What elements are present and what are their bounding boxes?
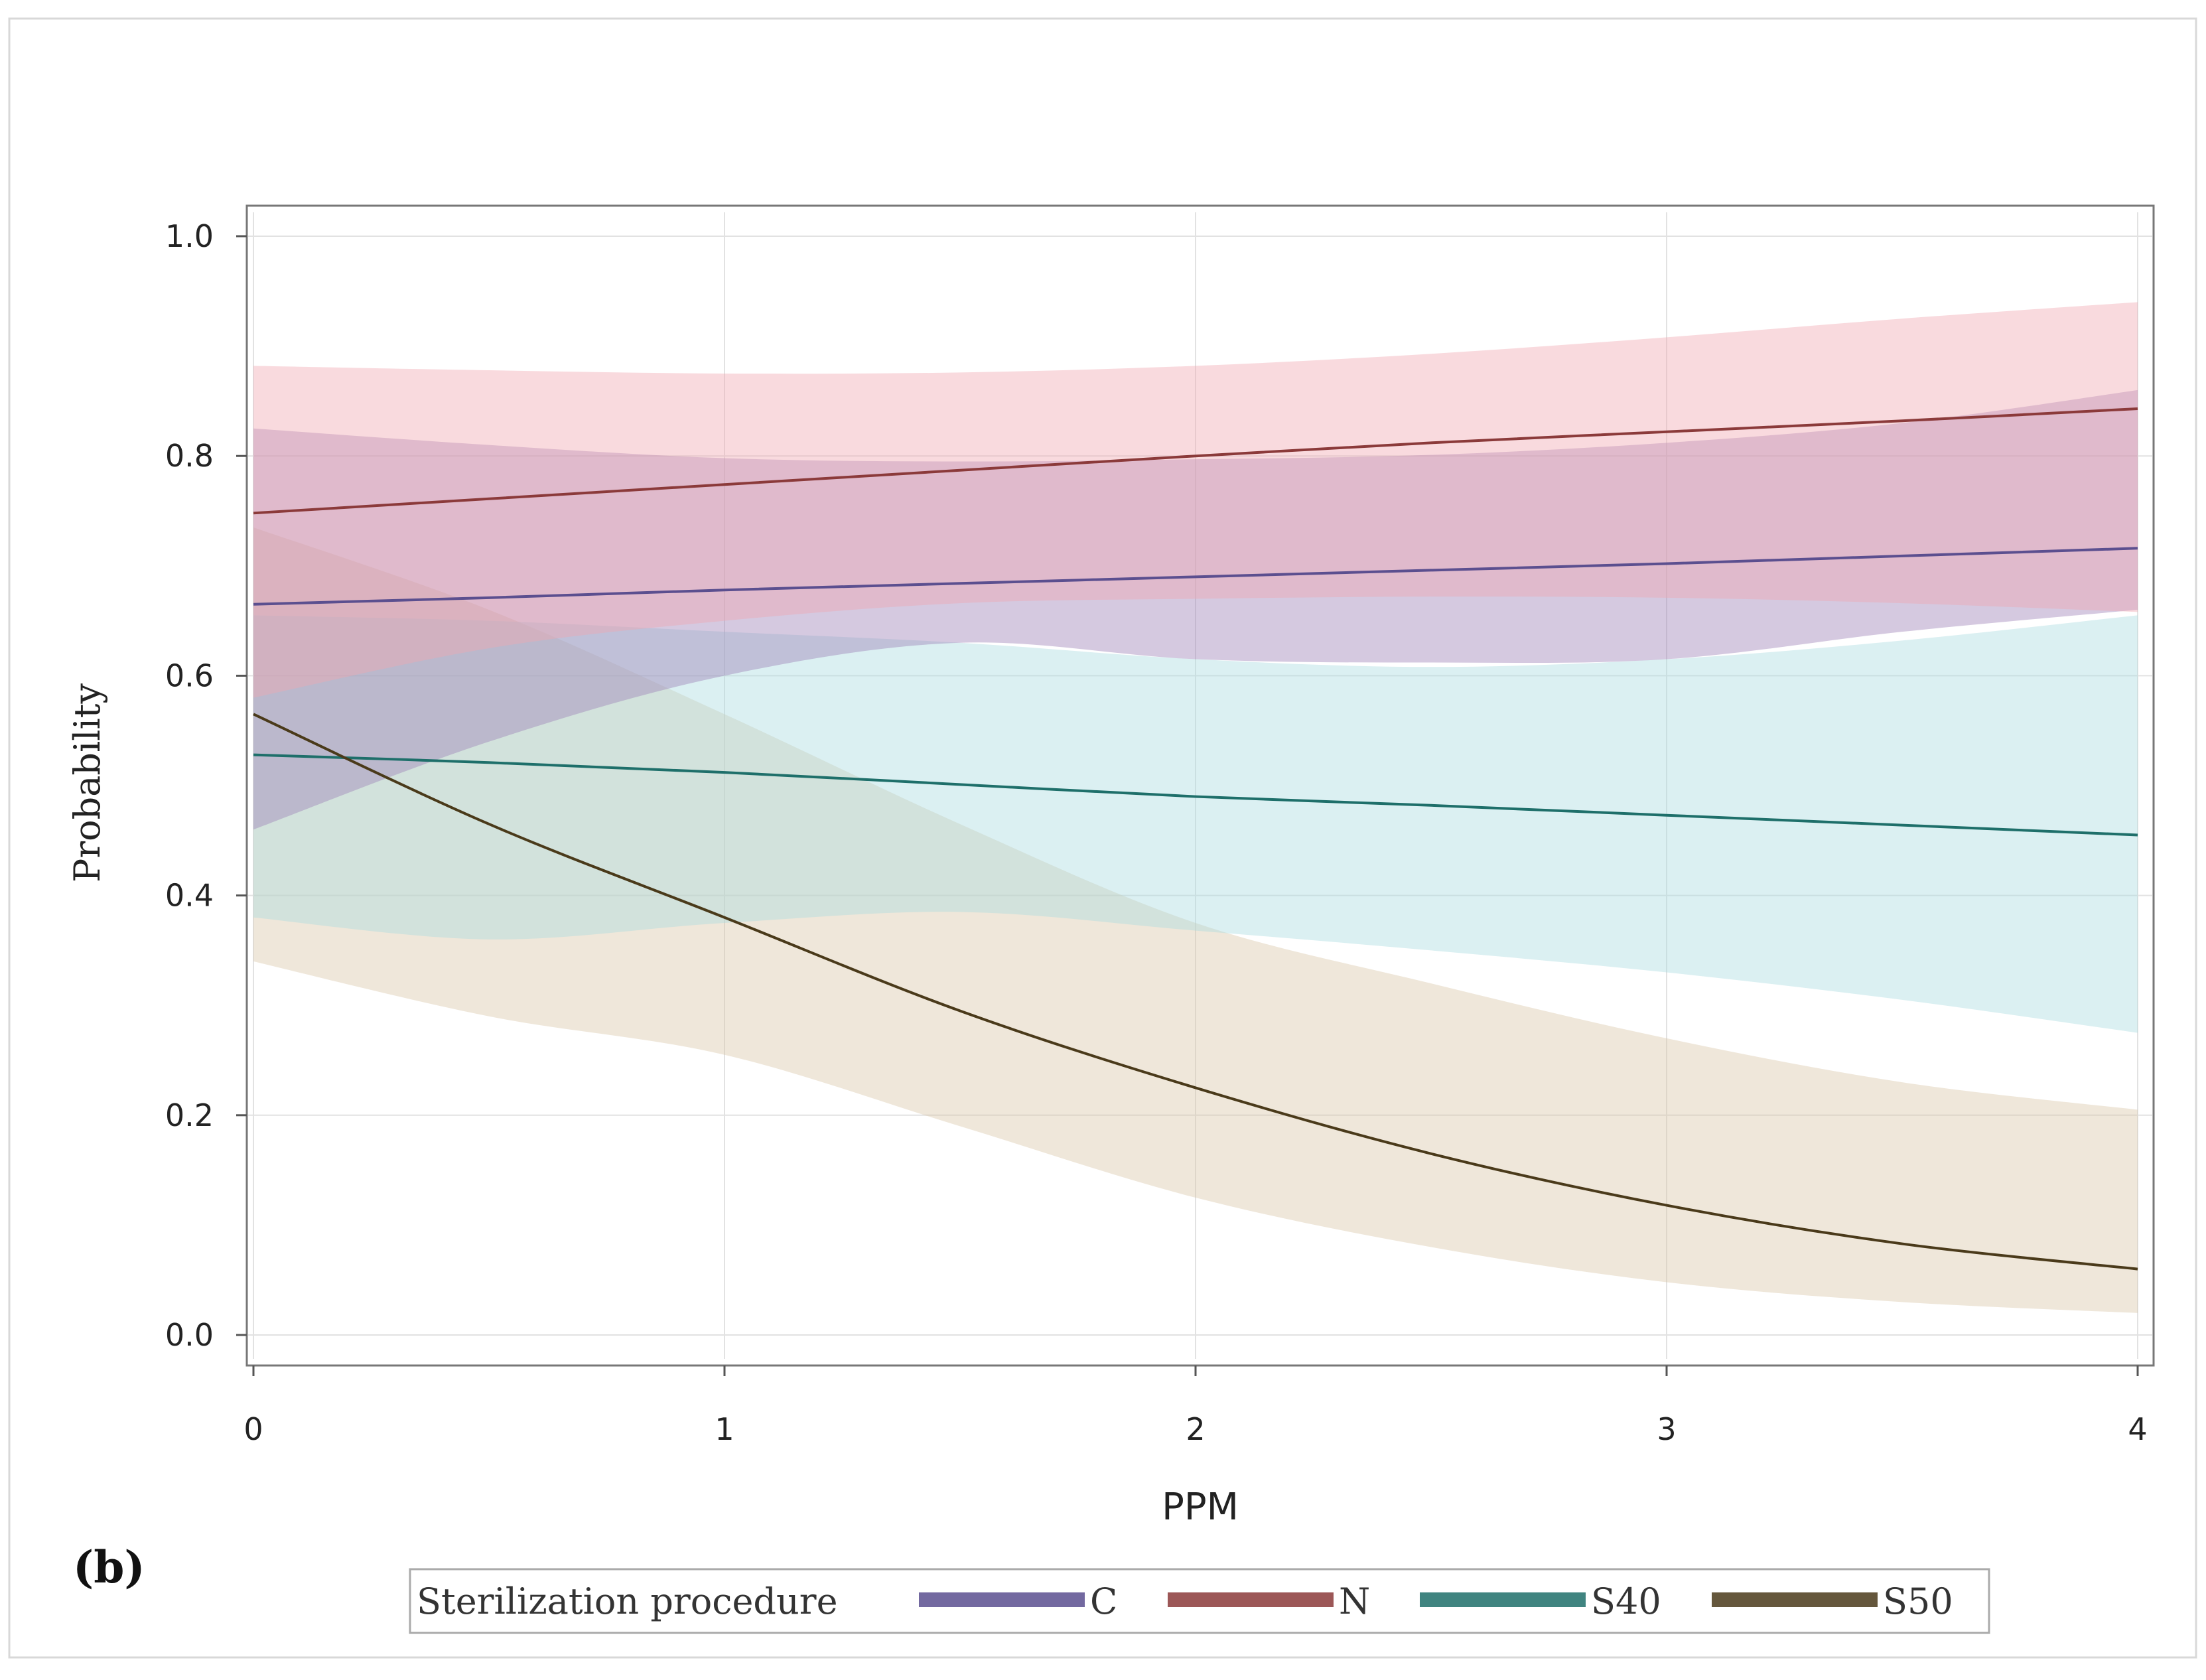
legend-label-s40: S40 bbox=[1591, 1580, 1661, 1622]
y-tick-label: 0.6 bbox=[165, 658, 214, 693]
y-tick-label: 0.4 bbox=[165, 878, 214, 914]
legend-swatch-s40 bbox=[1420, 1592, 1586, 1607]
legend-label-n: N bbox=[1339, 1580, 1370, 1622]
band-n bbox=[253, 302, 2138, 698]
legend-swatch-n bbox=[1168, 1592, 1334, 1607]
outer-frame bbox=[8, 17, 2197, 1659]
line-c bbox=[253, 547, 2138, 606]
band-c bbox=[253, 389, 2138, 830]
legend-title: Sterilization procedure bbox=[417, 1580, 838, 1622]
legend-swatch-c bbox=[919, 1592, 1085, 1607]
x-axis-title: PPM bbox=[1162, 1486, 1239, 1529]
legend: Sterilization procedure C N S40 S50 bbox=[409, 1568, 1990, 1634]
y-tick-label: 0.0 bbox=[165, 1317, 214, 1353]
legend-label-c: C bbox=[1090, 1580, 1117, 1622]
x-tick-label: 0 bbox=[243, 1411, 263, 1447]
x-tick-label: 1 bbox=[715, 1411, 734, 1447]
band-s40 bbox=[253, 615, 2138, 1033]
confidence-bands bbox=[253, 302, 2138, 1313]
y-axis-title: Probability bbox=[66, 683, 108, 882]
x-tick-label: 4 bbox=[2128, 1411, 2147, 1447]
x-tick-label: 2 bbox=[1186, 1411, 1205, 1447]
axes: 0 1 2 3 4 0.0 0.2 0.4 0.6 0.8 1.0 bbox=[165, 218, 2148, 1447]
band-s50 bbox=[253, 527, 2138, 1313]
y-tick-label: 0.8 bbox=[165, 438, 214, 474]
legend-label-s50: S50 bbox=[1883, 1580, 1953, 1622]
series-lines bbox=[253, 407, 2138, 1271]
line-s40 bbox=[253, 753, 2138, 837]
y-tick-label: 0.2 bbox=[165, 1097, 214, 1133]
x-tick-label: 3 bbox=[1657, 1411, 1676, 1447]
gridlines bbox=[248, 212, 2152, 1359]
plot-area bbox=[245, 204, 2155, 1367]
y-tick-label: 1.0 bbox=[165, 218, 214, 254]
line-n bbox=[253, 407, 2138, 515]
legend-swatch-s50 bbox=[1712, 1592, 1878, 1607]
line-s50 bbox=[253, 713, 2138, 1271]
panel-label: (b) bbox=[73, 1541, 145, 1593]
